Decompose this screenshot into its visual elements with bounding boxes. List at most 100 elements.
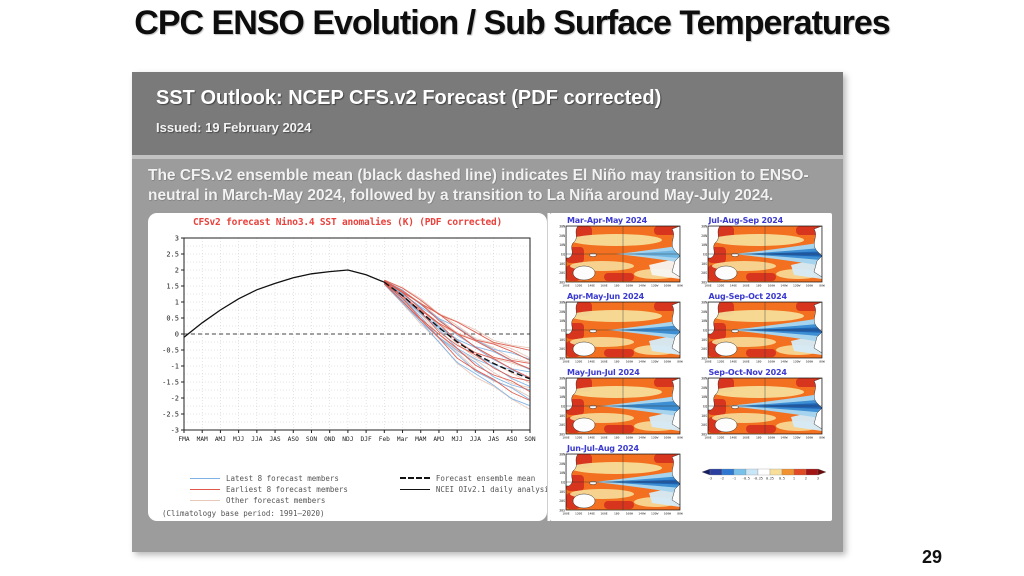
svg-text:Mar: Mar [397, 436, 408, 443]
svg-text:0: 0 [175, 330, 179, 338]
legend-label: Other forecast members [226, 495, 326, 505]
svg-text:120E: 120E [717, 359, 724, 363]
svg-text:100W: 100W [805, 283, 812, 287]
svg-text:JAS: JAS [488, 436, 499, 443]
sst-outlook-panel: SST Outlook: NCEP CFS.v2 Forecast (PDF c… [132, 72, 843, 552]
svg-text:-2: -2 [720, 476, 724, 480]
svg-text:JJA: JJA [470, 436, 481, 443]
svg-text:10N: 10N [559, 471, 565, 475]
svg-text:20S: 20S [701, 347, 707, 351]
svg-text:-1.5: -1.5 [162, 378, 179, 386]
svg-text:ASO: ASO [288, 436, 299, 443]
svg-text:120W: 120W [793, 359, 800, 363]
svg-text:30S: 30S [559, 432, 565, 436]
legend-item: Latest 8 forecast members [190, 474, 348, 483]
svg-text:100E: 100E [562, 359, 569, 363]
svg-text:20S: 20S [559, 347, 565, 351]
sst-map-title: May-Jun-Jul 2024 [567, 367, 640, 377]
svg-text:120E: 120E [717, 435, 724, 439]
svg-text:140W: 140W [638, 359, 645, 363]
svg-text:AMJ: AMJ [215, 436, 226, 443]
sst-map-title: Mar-Apr-May 2024 [567, 215, 647, 225]
sst-map-cell: Sep-Oct-Nov 2024 30N 20N 10N EQ 10S 20S 30S 100E… [696, 368, 831, 443]
legend-label: Latest 8 forecast members [226, 473, 339, 483]
legend-line-sample [399, 477, 430, 480]
svg-text:100E: 100E [562, 511, 569, 515]
svg-text:120E: 120E [717, 283, 724, 287]
svg-text:140E: 140E [588, 283, 595, 287]
svg-text:180: 180 [755, 359, 761, 363]
svg-text:20S: 20S [559, 423, 565, 427]
content-row: CFSv2 forecast Nino3.4 SST anomalies (K)… [148, 212, 843, 521]
svg-text:180: 180 [614, 283, 620, 287]
svg-text:0.5: 0.5 [166, 314, 179, 322]
svg-text:100W: 100W [664, 435, 671, 439]
svg-text:100W: 100W [664, 283, 671, 287]
svg-text:80W: 80W [819, 359, 825, 363]
legend-line-sample [190, 477, 220, 479]
svg-text:20N: 20N [559, 385, 565, 389]
legend-label: Earliest 8 forecast members [226, 484, 348, 494]
svg-text:160W: 160W [767, 435, 774, 439]
svg-text:100E: 100E [704, 283, 711, 287]
chart-title: CFSv2 forecast Nino3.4 SST anomalies (K)… [192, 216, 503, 228]
svg-text:DJF: DJF [361, 436, 372, 443]
svg-text:100W: 100W [664, 359, 671, 363]
svg-text:JAS: JAS [269, 436, 280, 443]
svg-text:180: 180 [755, 435, 761, 439]
svg-text:140E: 140E [729, 359, 736, 363]
svg-text:160E: 160E [600, 511, 607, 515]
svg-text:160W: 160W [767, 283, 774, 287]
issued-date: Issued: 19 February 2024 [156, 120, 312, 135]
svg-text:1: 1 [175, 298, 179, 306]
svg-text:120W: 120W [793, 283, 800, 287]
sst-map-cell: Mar-Apr-May 2024 30N 20N 10N EQ 10S 20S 30S 100E… [554, 216, 689, 291]
svg-text:140W: 140W [638, 435, 645, 439]
legend-item: Forecast ensemble mean [399, 473, 553, 483]
summary-text: The CFS.v2 ensemble mean (black dashed l… [148, 167, 809, 204]
svg-text:140W: 140W [638, 511, 645, 515]
svg-text:160E: 160E [600, 359, 607, 363]
legend-label: Forecast ensemble mean [435, 473, 536, 483]
svg-text:160E: 160E [742, 435, 749, 439]
svg-text:-0.5: -0.5 [162, 346, 179, 354]
svg-text:30N: 30N [701, 225, 707, 229]
svg-text:20N: 20N [559, 461, 565, 465]
svg-text:-0.25: -0.25 [753, 476, 763, 480]
chart-legend: Latest 8 forecast members Earliest 8 fore… [190, 474, 553, 505]
svg-text:120W: 120W [651, 283, 658, 287]
svg-text:160E: 160E [600, 283, 607, 287]
svg-text:30S: 30S [701, 356, 707, 360]
svg-text:100E: 100E [562, 435, 569, 439]
svg-text:JJA: JJA [251, 436, 262, 443]
svg-text:180: 180 [614, 435, 620, 439]
nino34-chart-plot: 3 2.5 2 1.5 1 0.5 0 -0.5 -1 -1.5 -2 -2.5 -3 FMA MAM AMJ… [162, 234, 536, 443]
svg-text:10N: 10N [701, 243, 707, 247]
svg-text:10S: 10S [701, 337, 707, 341]
legend-line-sample [190, 499, 220, 501]
svg-text:120W: 120W [651, 435, 658, 439]
svg-text:120W: 120W [793, 435, 800, 439]
svg-text:30N: 30N [559, 225, 565, 229]
svg-text:100E: 100E [562, 283, 569, 287]
svg-text:160E: 160E [742, 359, 749, 363]
slide-title: CPC ENSO Evolution / Sub Surface Tempera… [134, 4, 890, 42]
svg-text:120W: 120W [651, 511, 658, 515]
svg-text:10N: 10N [559, 319, 565, 323]
anomaly-colorbar: -3 -2 -1 -0.5 -0.25 0.25 0.5 1 2 3 [701, 468, 826, 480]
svg-text:2.5: 2.5 [166, 250, 179, 258]
svg-text:180: 180 [614, 511, 620, 515]
panel-body: The CFS.v2 ensemble mean (black dashed l… [132, 159, 843, 521]
sst-anomaly-maps-card: Mar-Apr-May 2024 30N 20N 10N EQ 10S 20S 30S 100E… [550, 212, 832, 521]
svg-text:20S: 20S [701, 423, 707, 427]
svg-text:140E: 140E [588, 359, 595, 363]
svg-text:MJJ: MJJ [452, 436, 463, 443]
svg-text:120E: 120E [575, 511, 582, 515]
svg-text:140E: 140E [729, 435, 736, 439]
svg-text:160W: 160W [767, 359, 774, 363]
sst-maps-grid: Mar-Apr-May 2024 30N 20N 10N EQ 10S 20S 30S 100E… [554, 216, 830, 519]
svg-text:140W: 140W [780, 359, 787, 363]
legend-line-sample [190, 488, 220, 490]
